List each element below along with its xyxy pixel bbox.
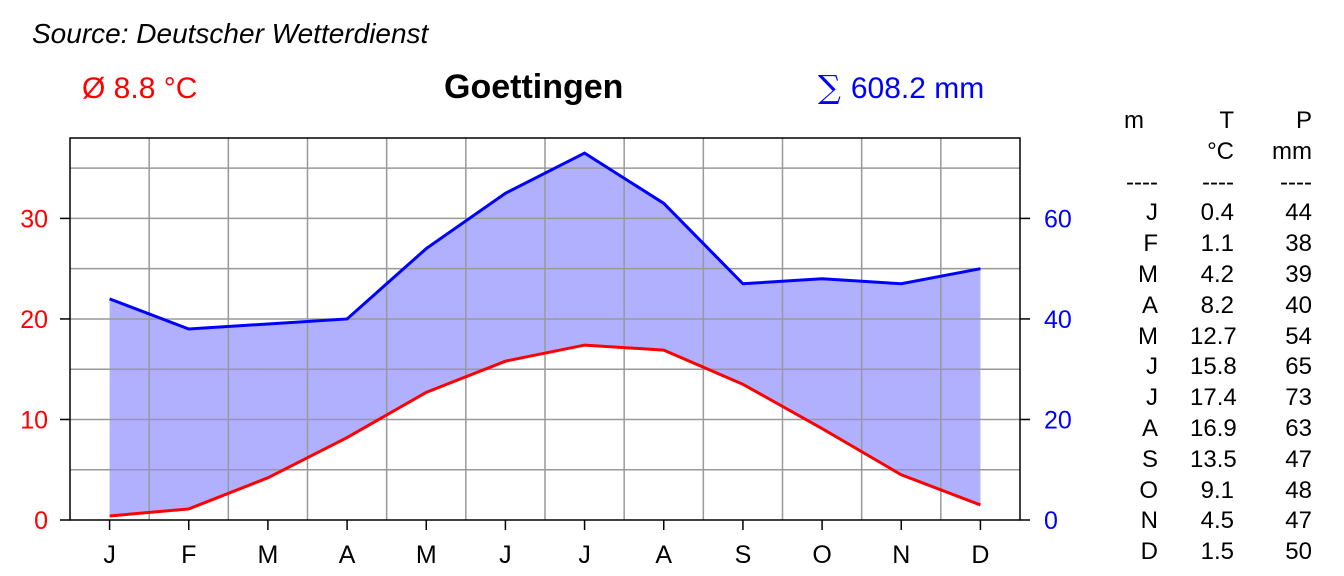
table-cell-p: 47 <box>1285 445 1312 473</box>
table-header-m: m <box>1124 107 1144 134</box>
table-cell-m: D <box>1140 538 1158 566</box>
plot-frame <box>69 137 1021 521</box>
x-axis-tick-label: J <box>578 541 591 569</box>
table-cell-t: 1.5 <box>1200 538 1234 566</box>
right-axis-tick-label: 60 <box>1044 205 1072 233</box>
table-cell-p: 63 <box>1285 414 1312 442</box>
x-axis-tick-label: J <box>103 541 116 569</box>
table-cell-m: J <box>1146 384 1158 412</box>
table-cell-t: 16.9 <box>1190 414 1237 442</box>
table-cell-m: M <box>1138 260 1158 288</box>
left-axis-tick-label: 20 <box>20 306 48 334</box>
table-header-p-unit: mm <box>1272 137 1312 165</box>
table-cell-t: 17.4 <box>1190 384 1237 412</box>
table-header-p-rule: ---- <box>1280 168 1312 196</box>
table-cell-t: 4.5 <box>1200 507 1234 535</box>
table-header-m-unit <box>1110 137 1158 168</box>
table-cell-t: 12.7 <box>1190 322 1237 350</box>
table-cell-p: 65 <box>1285 353 1312 381</box>
table-cell-t: 13.5 <box>1190 445 1237 473</box>
table-cell-m: J <box>1146 353 1158 381</box>
mean-temperature-label: Ø 8.8 °C <box>82 72 198 105</box>
left-axis-tick-label: 10 <box>20 406 48 434</box>
table-cell-m: M <box>1138 322 1158 350</box>
table-cell-t: 15.8 <box>1190 353 1237 381</box>
table-header-p: P <box>1295 107 1312 134</box>
precipitation-line <box>109 151 981 331</box>
table-header-t: T <box>1219 107 1234 134</box>
table-cell-p: 73 <box>1285 384 1312 412</box>
table-cell-p: 48 <box>1285 476 1312 504</box>
x-axis-tick-label: S <box>735 541 752 569</box>
table-cell-t: 8.2 <box>1200 291 1234 319</box>
table-cell-m: S <box>1141 445 1158 473</box>
table-header-t-rule: ---- <box>1202 168 1234 196</box>
table-cell-p: 44 <box>1285 199 1312 227</box>
table-cell-m: A <box>1141 291 1158 319</box>
x-axis-tick-label: O <box>812 541 831 569</box>
x-axis-tick-label: A <box>339 541 356 569</box>
sum-symbol-icon: ∑ <box>818 68 841 106</box>
table-cell-t: 9.1 <box>1200 476 1234 504</box>
source-label: Source: Deutscher Wetterdienst <box>32 18 429 49</box>
total-precipitation-label: ∑ 608.2 mm <box>818 68 984 106</box>
table-cell-t: 1.1 <box>1200 230 1234 258</box>
x-axis-tick-label: N <box>892 541 910 569</box>
right-axis-tick-label: 0 <box>1044 507 1058 535</box>
table-cell-p: 47 <box>1285 507 1312 535</box>
table-cell-p: 54 <box>1285 322 1312 350</box>
table-cell-p: 39 <box>1285 260 1312 288</box>
table-cell-t: 4.2 <box>1200 260 1234 288</box>
x-axis-tick-label: M <box>416 541 437 569</box>
table-cell-m: O <box>1139 476 1158 504</box>
table-cell-m: F <box>1143 230 1158 258</box>
temperature-line <box>109 343 981 518</box>
x-axis-tick-label: A <box>655 541 672 569</box>
table-column-precipitation: P mm ---- 44 38 39 40 54 65 73 63 47 48 47 50 <box>1262 106 1312 568</box>
x-axis-tick-label: M <box>258 541 279 569</box>
table-cell-m: N <box>1140 507 1158 535</box>
x-axis-tick-label: F <box>181 541 196 569</box>
left-axis-tick-label: 0 <box>34 507 48 535</box>
table-header-t-unit: °C <box>1207 137 1234 165</box>
chart-title: Goettingen <box>444 68 624 106</box>
table-cell-m: A <box>1141 414 1158 442</box>
table-cell-p: 38 <box>1285 230 1312 258</box>
table-cell-p: 50 <box>1285 538 1312 566</box>
table-column-temperature: T °C ---- 0.4 1.1 4.2 8.2 12.7 15.8 17.4 16.9 13… <box>1190 106 1237 568</box>
right-axis-tick-label: 40 <box>1044 306 1072 334</box>
table-cell-p: 40 <box>1285 291 1312 319</box>
table-header-m-rule: ---- <box>1126 168 1158 196</box>
table-cell-m: J <box>1146 199 1158 227</box>
right-axis-tick-label: 20 <box>1044 406 1072 434</box>
x-axis-tick-label: J <box>499 541 512 569</box>
x-axis-tick-label: D <box>971 541 989 569</box>
table-cell-t: 0.4 <box>1200 199 1234 227</box>
left-axis-tick-label: 30 <box>20 205 48 233</box>
total-precipitation-value: 608.2 mm <box>850 72 985 105</box>
